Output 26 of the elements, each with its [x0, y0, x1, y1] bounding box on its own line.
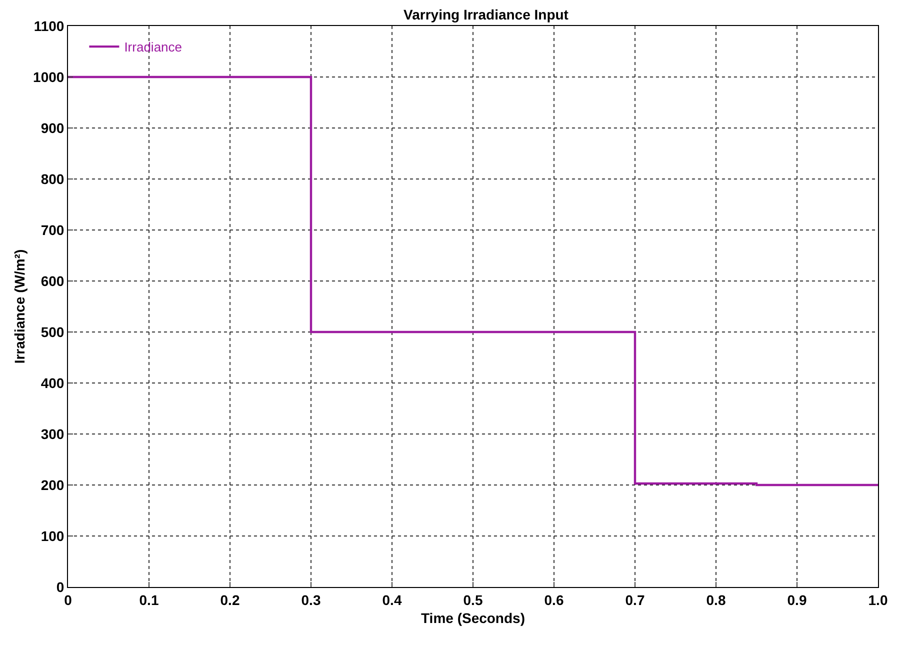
chart-title: Varrying Irradiance Input: [404, 6, 569, 23]
x-tick-label: 0.7: [625, 592, 645, 608]
y-tick-label: 200: [40, 476, 64, 493]
x-tick-label: 0.4: [382, 592, 402, 608]
y-tick-label: 0: [56, 578, 64, 595]
x-tick-label: 0.6: [544, 592, 564, 608]
x-tick-label: 0.9: [787, 592, 807, 608]
y-tick-label: 1100: [34, 18, 64, 34]
x-tick-label: 0.2: [220, 592, 240, 608]
y-axis-title: Irradiance (W/m²): [12, 249, 28, 364]
x-tick-label: 0.3: [301, 592, 321, 608]
x-axis-title: Time (Seconds): [421, 610, 525, 626]
y-tick-label: 100: [40, 528, 64, 544]
y-tick-label: 500: [40, 324, 64, 340]
y-tick-label: 600: [40, 272, 64, 289]
y-tick-label: 900: [40, 120, 64, 136]
y-tick-label: 800: [40, 170, 64, 187]
legend-label: Irradiance: [124, 40, 182, 55]
x-tick-label: 0.1: [139, 592, 159, 608]
y-tick-label: 700: [40, 222, 64, 238]
x-tick-label: 1.0: [868, 592, 888, 608]
y-tick-label: 400: [40, 374, 64, 391]
y-tick-label: 1000: [33, 68, 64, 85]
y-tick-label: 300: [40, 426, 64, 442]
x-tick-label: 0.8: [706, 592, 726, 608]
x-tick-label: 0.5: [463, 592, 483, 608]
